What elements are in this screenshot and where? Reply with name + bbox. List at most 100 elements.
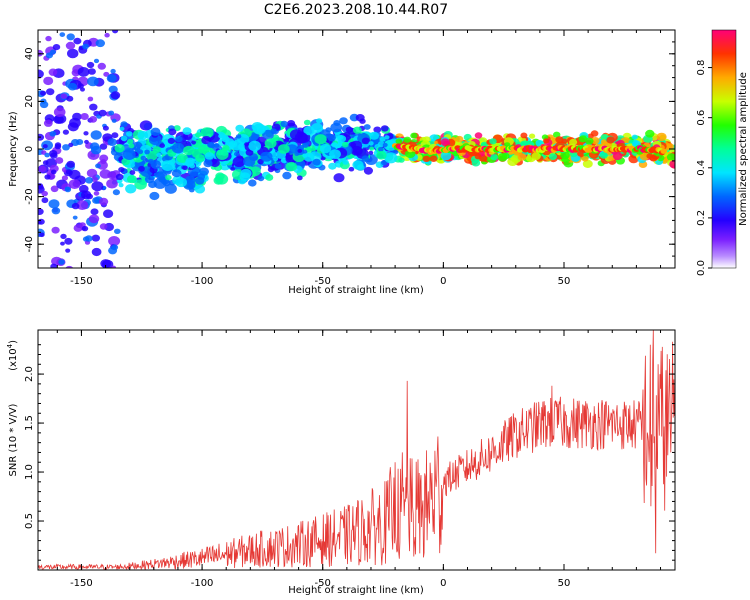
spectrogram-cell <box>578 135 587 143</box>
spectrogram-cell <box>355 114 365 122</box>
colorbar-tick-label: 0.8 <box>696 60 707 76</box>
spectrogram-cell <box>84 139 89 144</box>
spectrogram-cell <box>167 137 176 144</box>
spectrogram-cell <box>455 135 464 143</box>
spectrogram-cell <box>153 178 167 189</box>
spectrogram-cell <box>54 143 62 150</box>
spectrogram-cell <box>139 120 153 131</box>
spectrogram-cell <box>184 175 196 185</box>
spectrogram-cell <box>40 16 47 22</box>
spectrogram-cell <box>239 172 251 182</box>
spectrogram-cell <box>39 101 49 109</box>
spectrogram-cell <box>114 228 121 234</box>
spectrogram-cell <box>148 180 157 189</box>
spectrogram-cell <box>88 20 97 28</box>
spectrogram-cell <box>91 234 101 242</box>
spectrogram-cell <box>631 134 638 140</box>
spectrogram-cell <box>156 152 162 158</box>
spectrogram-cell <box>369 146 375 151</box>
spectrogram-cell <box>474 132 483 139</box>
spectrogram-cell <box>144 149 150 155</box>
spectrogram-cell <box>115 173 124 181</box>
spectrogram-cell <box>152 146 161 154</box>
spectrogram-cell <box>42 144 48 149</box>
colorbar-label: Normalized spectral amplitude <box>738 72 749 226</box>
spectrogram-cell <box>120 121 128 128</box>
spectrogram-cell <box>183 145 195 156</box>
spectrogram-cell <box>150 127 161 136</box>
spectrogram-cell <box>95 324 103 331</box>
spectrogram-cell <box>89 116 98 123</box>
spectrogram-cell <box>297 148 303 153</box>
spectrogram-cell <box>666 143 674 150</box>
spectrogram-cell <box>490 154 499 161</box>
snr-y-label: SNR (10 * V/V) <box>8 403 19 476</box>
spectrogram-cell <box>90 130 102 140</box>
colorbar-tick-label: 0.6 <box>696 110 707 126</box>
spectrogram-cell <box>66 33 75 41</box>
spectrogram-cell <box>248 140 262 152</box>
spectrogram-cell <box>312 158 321 166</box>
spectrogram-cell <box>285 154 293 161</box>
y-tick-label: 1.0 <box>24 464 35 480</box>
spectrogram-cell <box>376 151 387 160</box>
spectrogram-cell <box>175 136 183 143</box>
spectrogram-cell <box>150 160 161 169</box>
spectrogram-cell <box>357 164 365 171</box>
spectrogram-cell <box>64 186 72 193</box>
spectrogram-cell <box>368 141 374 146</box>
spectrogram-cell <box>501 152 510 160</box>
spectrogram-cell <box>132 141 143 151</box>
spectrogram-cell <box>265 174 274 181</box>
spectrogram-cell <box>91 181 104 192</box>
snr-series-line <box>38 330 675 570</box>
spectrogram-cell <box>342 159 349 165</box>
spectrogram-cell <box>91 247 102 257</box>
spectrogram-cell <box>54 18 59 22</box>
spectrogram-cell <box>182 127 192 135</box>
spectrogram-cell <box>395 138 403 145</box>
spectrogram-cell <box>77 16 88 25</box>
spectrogram-cell <box>531 152 541 161</box>
spectrogram-cell <box>97 62 107 70</box>
spectrogram-cell <box>40 90 47 96</box>
colorbar-scale <box>711 29 737 269</box>
colorbar-ticks: 0.0 0.2 0.4 0.6 0.8 <box>696 60 712 276</box>
x-tick-label: -50 <box>315 276 331 287</box>
x-tick-label: 0 <box>440 276 446 287</box>
spectrogram-cell <box>45 35 52 42</box>
spectrogram-cell <box>153 171 161 177</box>
spectrogram-cell <box>95 284 105 293</box>
spectrogram-cell <box>95 39 106 48</box>
snr-x-label: Height of straight line (km) <box>288 585 424 596</box>
spectrogram-cell <box>92 0 97 1</box>
spectrogram-cell <box>112 189 120 196</box>
spectrogram-cell <box>51 226 60 234</box>
spectrogram-cell <box>327 134 336 142</box>
spectrogram-cell <box>118 183 124 188</box>
x-tick-label: 50 <box>558 578 571 589</box>
spectrogram-cell <box>369 131 380 140</box>
spectrogram-cell <box>577 151 584 157</box>
spectrogram-cell <box>80 190 92 200</box>
spectrogram-cell <box>50 49 56 55</box>
spectrogram-cell <box>176 153 188 163</box>
spectrogram-cell <box>49 131 57 137</box>
spectrogram-cell <box>103 209 114 218</box>
spectrogram-cell <box>348 166 355 172</box>
x-tick-label: -50 <box>315 578 331 589</box>
spectrogram-cell <box>656 132 667 142</box>
spectrogram-cell <box>149 191 160 201</box>
spectrogram-cell <box>106 178 118 189</box>
spectrogram-cell <box>102 125 109 131</box>
spectrogram-cell <box>84 287 95 296</box>
spectrogram-cell <box>111 118 117 123</box>
spectrogram-cell <box>314 134 327 145</box>
spectrogram-cell <box>244 142 250 147</box>
x-tick-label: -100 <box>191 578 214 589</box>
spectrogram-cell <box>280 120 288 128</box>
spectrogram-cell <box>52 44 61 51</box>
spectrogram-cell <box>93 191 100 196</box>
spectrogram-cell <box>44 152 50 158</box>
spectrogram-cell <box>86 61 95 69</box>
